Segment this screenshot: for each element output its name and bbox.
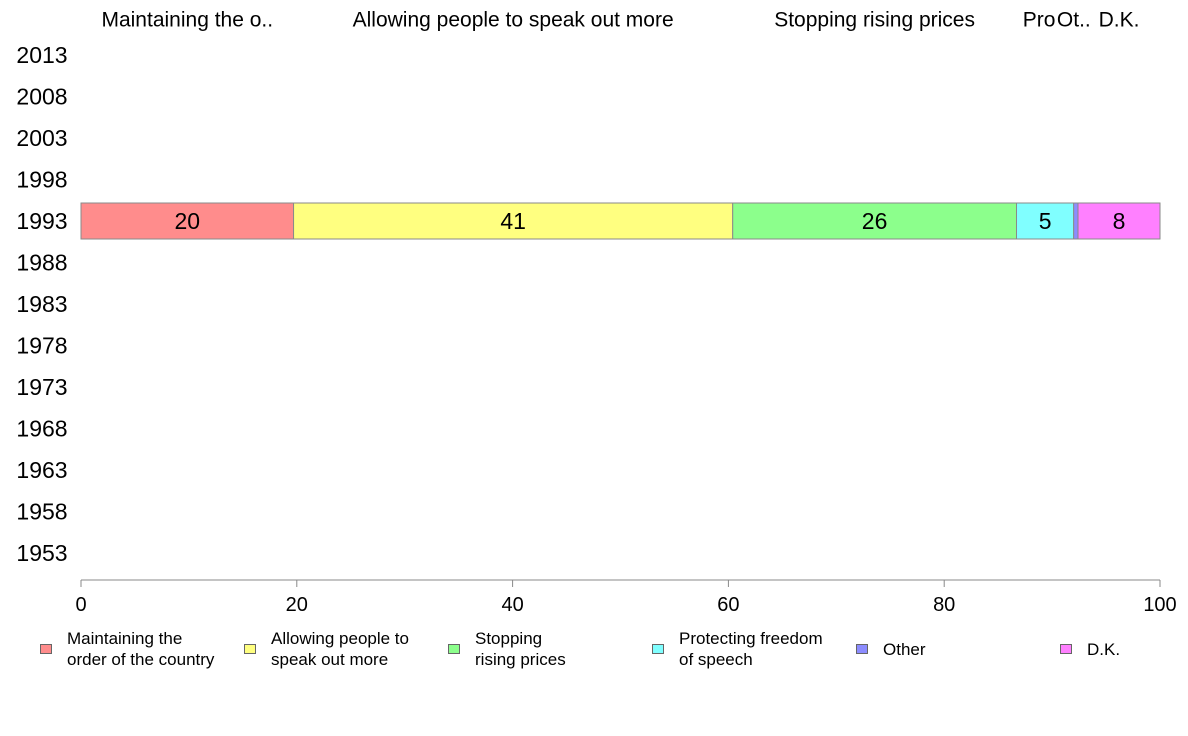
top-segment-label: Allowing people to speak out more (353, 9, 674, 32)
y-tick-label: 1978 (16, 333, 67, 359)
legend-item: Maintaining the order of the country (40, 628, 214, 670)
legend-swatch (244, 644, 256, 654)
x-tick-label: 80 (933, 594, 955, 616)
x-tick-label: 60 (717, 594, 739, 616)
legend: Maintaining the order of the country Allo… (0, 628, 1188, 688)
x-tick-label: 40 (501, 594, 523, 616)
legend-swatch (856, 644, 868, 654)
legend-label: Protecting freedom of speech (679, 629, 823, 669)
top-segment-label: Pro (1023, 9, 1056, 32)
data-label: 41 (500, 208, 526, 234)
legend-label: D.K. (1087, 640, 1121, 659)
x-tick-label: 20 (286, 594, 308, 616)
stacked-bar-chart: Maintaining the o.. Allowing people to sp… (16, 9, 1177, 617)
bar-segment (1077, 202, 1161, 240)
y-tick-label: 1973 (16, 374, 67, 400)
bar-segment (293, 202, 734, 240)
y-axis-labels: 2013 2008 2003 1998 1993 1988 1983 1978 1973 1968… (16, 42, 67, 566)
top-segment-label: D.K. (1099, 9, 1140, 32)
x-tick-label: 100 (1143, 594, 1176, 616)
y-tick-label: 1953 (16, 540, 67, 566)
legend-swatch (652, 644, 664, 654)
legend-label: Stopping rising prices (475, 629, 566, 669)
top-segment-label: Maintaining the o.. (101, 9, 273, 32)
bar-segment (80, 202, 295, 240)
legend-item: Other (856, 628, 926, 660)
top-segment-label: Ot.. (1057, 9, 1091, 32)
legend-item: D.K. (1060, 628, 1120, 660)
legend-swatch (40, 644, 52, 654)
y-tick-label: 2003 (16, 125, 67, 151)
legend-label: Other (883, 640, 926, 659)
data-label: 5 (1039, 208, 1052, 234)
legend-item: Stopping rising prices (448, 628, 566, 670)
legend-item: Allowing people to speak out more (244, 628, 409, 670)
bar-segment (1073, 202, 1079, 240)
y-tick-label: 1998 (16, 167, 67, 193)
data-label: 8 (1113, 208, 1126, 234)
y-tick-label: 2008 (16, 84, 67, 110)
y-tick-label: 1963 (16, 457, 67, 483)
legend-label: Allowing people to speak out more (271, 629, 409, 669)
y-tick-label: 1983 (16, 291, 67, 317)
data-label: 20 (174, 208, 200, 234)
y-tick-label: 1958 (16, 499, 67, 525)
y-tick-label: 1993 (16, 208, 67, 234)
bars: 20 41 26 5 8 (80, 202, 1161, 240)
legend-swatch (1060, 644, 1072, 654)
top-segment-label: Stopping rising prices (774, 9, 975, 32)
y-tick-label: 1968 (16, 416, 67, 442)
y-tick-label: 1988 (16, 250, 67, 276)
x-tick-label: 0 (75, 594, 86, 616)
data-label: 26 (862, 208, 888, 234)
legend-swatch (448, 644, 460, 654)
y-tick-label: 2013 (16, 42, 67, 68)
legend-label: Maintaining the order of the country (67, 629, 215, 669)
top-labels: Maintaining the o.. Allowing people to sp… (101, 9, 1139, 32)
x-axis: 0 20 40 60 80 100 (75, 579, 1177, 616)
bar-segment (732, 202, 1017, 240)
legend-item: Protecting freedom of speech (652, 628, 823, 670)
